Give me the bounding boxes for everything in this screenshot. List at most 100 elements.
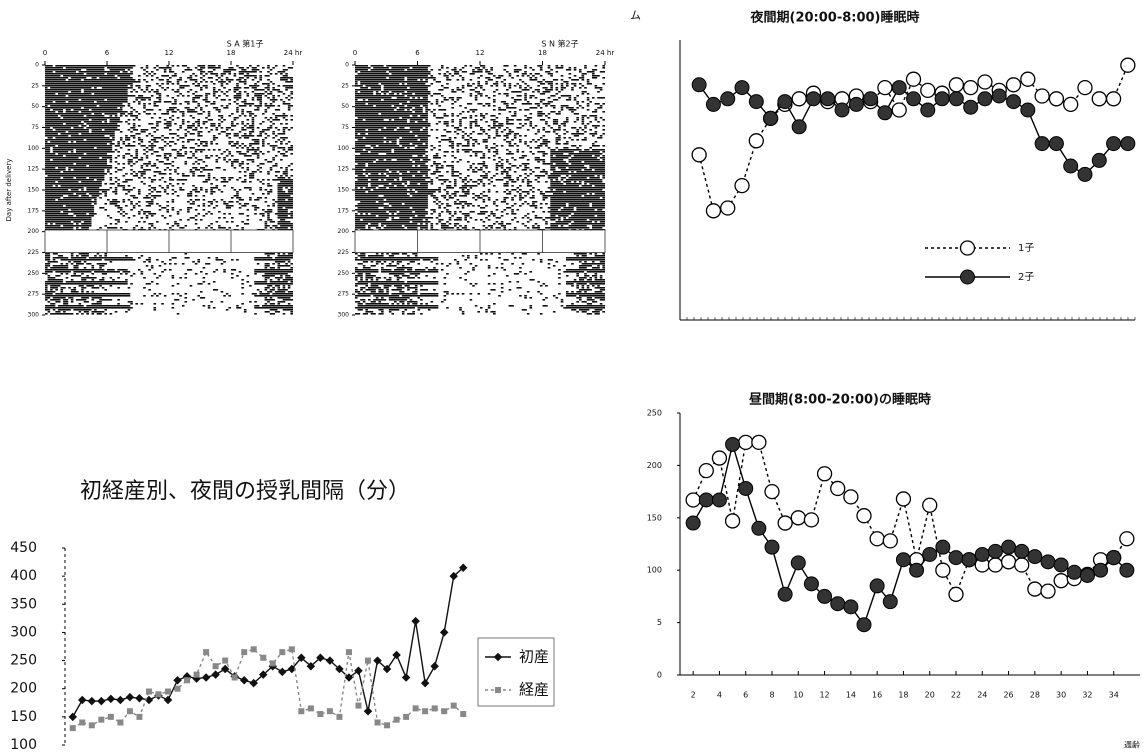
sleep-bar (475, 91, 480, 93)
sleep-bar (488, 197, 491, 199)
sleep-bar (540, 259, 543, 261)
sleep-bar (418, 121, 428, 123)
sleep-bar (110, 161, 113, 163)
sleep-bar (45, 129, 53, 131)
sleep-bar (467, 111, 470, 113)
sleep-bar (146, 71, 149, 73)
sleep-bar (582, 93, 585, 95)
sleep-bar (135, 203, 138, 205)
sleep-bar (99, 197, 102, 199)
sleep-bar (55, 271, 70, 273)
sleep-bar (358, 73, 389, 75)
sleep-bar (543, 103, 551, 105)
sleep-bar (254, 213, 257, 215)
sleep-bar (480, 119, 483, 121)
sleep-bar (73, 169, 104, 171)
sleep-bar (595, 131, 598, 133)
sleep-bar (241, 287, 244, 289)
sleep-bar (278, 205, 294, 207)
sleep-bar (381, 269, 391, 271)
sleep-bar (485, 253, 488, 255)
sleep-bar (244, 83, 247, 85)
sleep-bar (584, 125, 587, 127)
sleep-bar (290, 311, 293, 313)
sleep-bar (425, 127, 428, 129)
sleep-bar (550, 161, 566, 163)
sleep-bar (210, 129, 213, 131)
series (692, 58, 1135, 218)
sleep-bar (438, 201, 441, 203)
sleep-bar (410, 261, 415, 263)
sleep-bar (371, 279, 374, 281)
sleep-bar (58, 181, 79, 183)
sleep-bar (378, 145, 399, 147)
sleep-bar (514, 65, 517, 67)
sleep-bar (283, 309, 293, 311)
sleep-bar (236, 151, 241, 153)
sleep-bar (402, 303, 405, 305)
sleep-bar (516, 95, 521, 97)
sleep-bar (241, 121, 244, 123)
sleep-bar (407, 263, 410, 265)
sleep-bar (511, 91, 521, 93)
point (421, 679, 429, 687)
point (173, 676, 181, 684)
sleep-bar (247, 215, 250, 217)
sleep-bar (154, 73, 157, 75)
sleep-bar (148, 193, 151, 195)
sleep-bar (177, 313, 180, 315)
sleep-bar (280, 77, 293, 79)
sleep-bar (236, 259, 239, 261)
sleep-bar (545, 297, 548, 299)
sleep-bar (595, 279, 605, 281)
sleep-bar (464, 225, 467, 227)
sleep-bar (213, 281, 216, 283)
sleep-bar (213, 199, 216, 201)
sleep-bar (462, 311, 465, 313)
sleep-bar (208, 65, 216, 67)
point (949, 92, 963, 106)
sleep-bar (159, 79, 164, 81)
sleep-bar (592, 73, 595, 75)
sleep-bar (278, 301, 286, 303)
sleep-bar (475, 255, 478, 257)
point (883, 534, 897, 548)
sleep-bar (386, 289, 389, 291)
sleep-bar (556, 87, 559, 89)
sleep-bar (48, 137, 53, 139)
sleep-bar (125, 255, 128, 257)
sleep-bar (71, 299, 74, 301)
sleep-bar (172, 75, 177, 77)
point (127, 708, 133, 714)
point (289, 646, 295, 652)
sleep-bar (138, 201, 141, 203)
sleep-bar (589, 115, 597, 117)
x-tick-label: 22 (951, 691, 961, 700)
sleep-bar (267, 185, 272, 187)
sleep-bar (236, 103, 239, 105)
sleep-bar (493, 175, 496, 177)
sleep-bar (584, 87, 587, 89)
sleep-bar (355, 277, 358, 279)
sleep-bar (397, 267, 413, 269)
sleep-bar (566, 69, 571, 71)
sleep-bar (241, 147, 244, 149)
sleep-bar (410, 171, 418, 173)
sleep-bar (58, 199, 92, 201)
sleep-bar (55, 185, 58, 187)
sleep-bar (45, 149, 50, 151)
sleep-bar (360, 71, 386, 73)
sleep-bar (228, 73, 231, 75)
sleep-bar (355, 257, 358, 259)
sleep-bar (278, 297, 291, 299)
sleep-bar (496, 145, 499, 147)
sleep-bar (592, 301, 597, 303)
sleep-bar (216, 97, 219, 99)
sleep-bar (355, 187, 358, 189)
sleep-bar (467, 85, 472, 87)
sleep-bar (172, 103, 177, 105)
sleep-bar (574, 113, 579, 115)
sleep-bar (407, 147, 410, 149)
sleep-bar (259, 187, 262, 189)
sleep-bar (467, 143, 470, 145)
